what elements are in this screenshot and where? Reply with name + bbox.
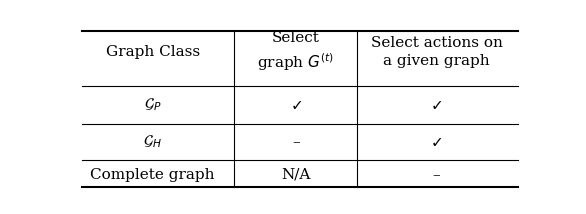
Text: –: – bbox=[292, 135, 299, 149]
Text: $\checkmark$: $\checkmark$ bbox=[289, 98, 302, 112]
Text: $\checkmark$: $\checkmark$ bbox=[431, 135, 442, 149]
Text: Complete graph: Complete graph bbox=[90, 168, 215, 182]
Text: –: – bbox=[432, 168, 441, 182]
Text: Graph Class: Graph Class bbox=[105, 45, 200, 59]
Text: Select actions on
a given graph: Select actions on a given graph bbox=[370, 36, 503, 68]
Text: Select
graph $G^{(t)}$: Select graph $G^{(t)}$ bbox=[257, 31, 335, 73]
Text: N/A: N/A bbox=[281, 168, 311, 182]
Text: $\checkmark$: $\checkmark$ bbox=[431, 98, 442, 112]
Text: $\mathcal{G}_P$: $\mathcal{G}_P$ bbox=[144, 97, 161, 113]
Text: $\mathcal{G}_H$: $\mathcal{G}_H$ bbox=[144, 134, 162, 150]
